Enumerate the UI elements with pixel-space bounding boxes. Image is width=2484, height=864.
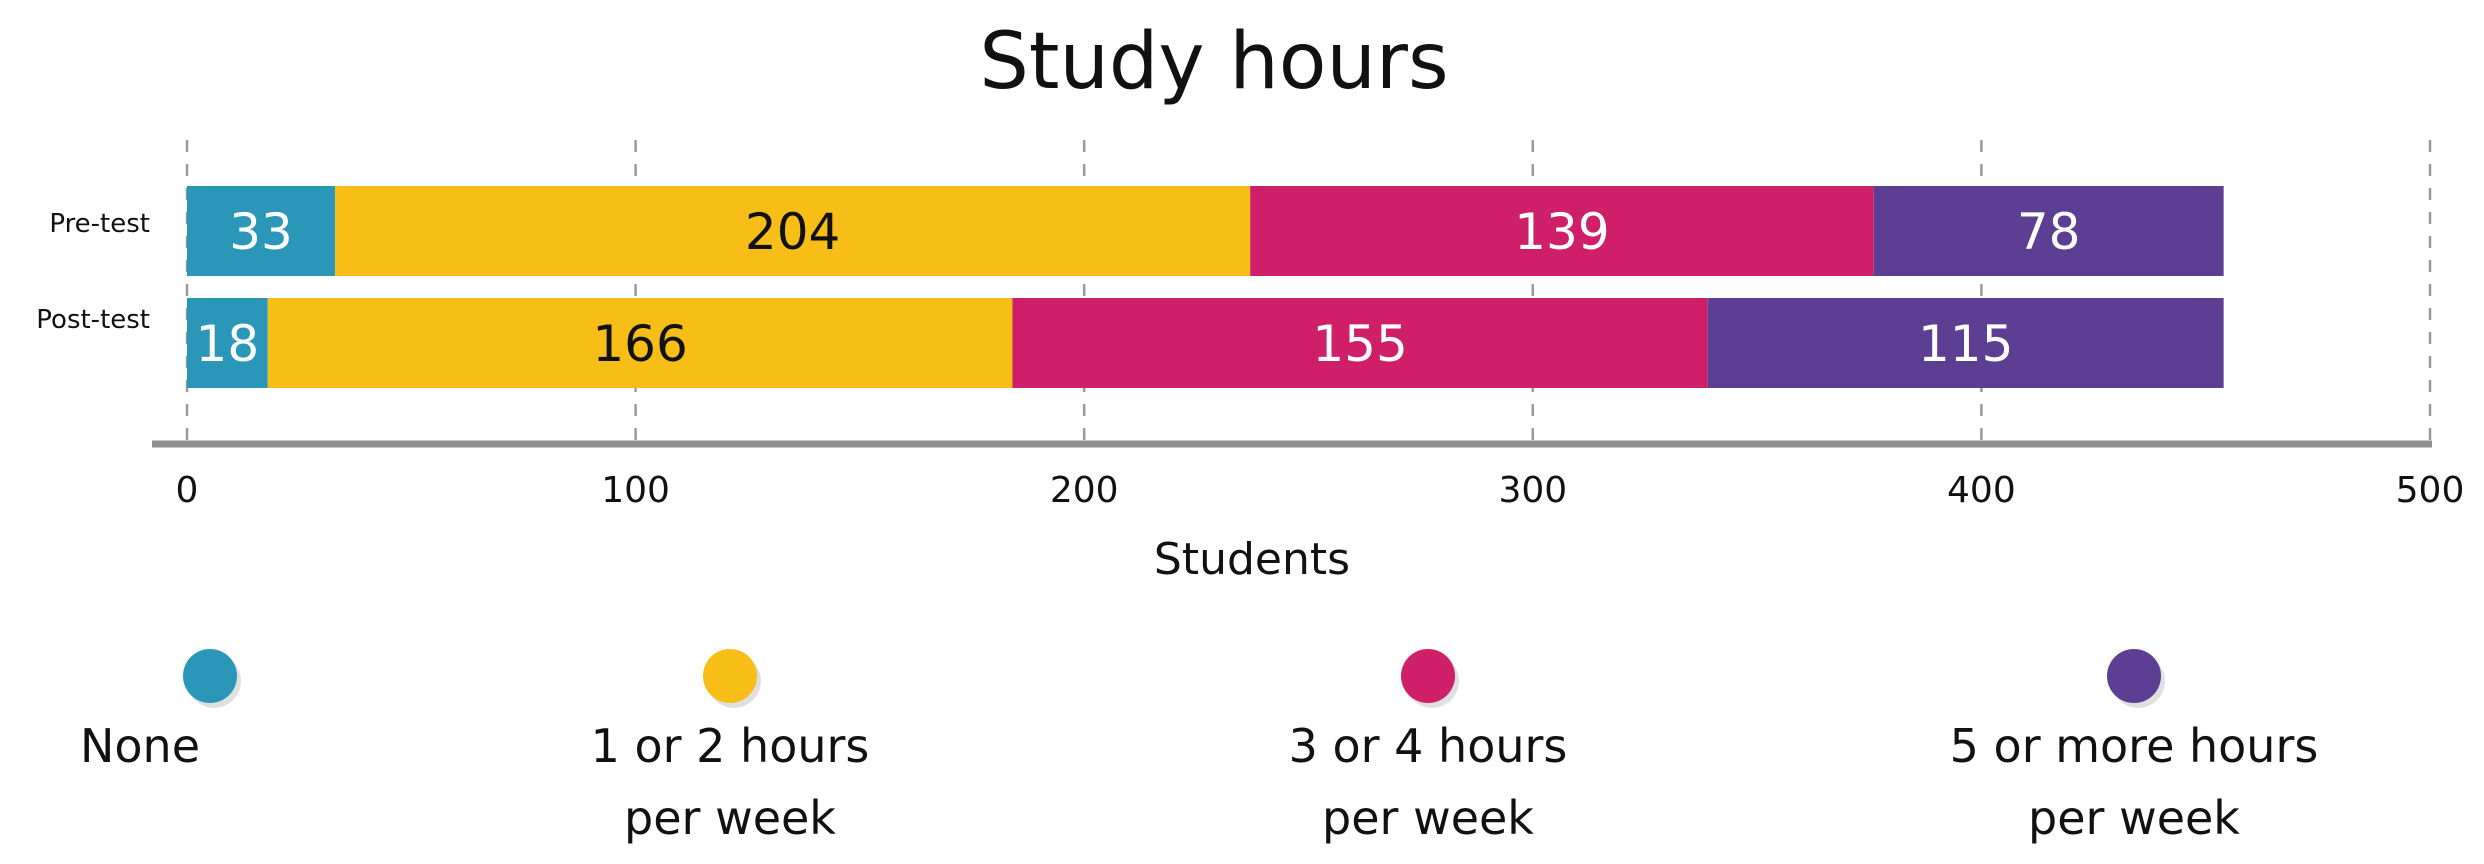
legend-label: 1 or 2 hours [591,719,870,773]
bar-segment [1873,186,2224,276]
bar-value-label: 166 [592,315,687,373]
legend-label: per week [624,791,836,845]
bar-value-label: 78 [2017,203,2081,261]
legend-label: 3 or 4 hours [1289,719,1568,773]
bar-value-label: 204 [745,203,840,261]
legend-label: per week [1322,791,1534,845]
legend-marker [1401,649,1455,703]
x-tick-label: 300 [1498,470,1567,511]
bar-segment [267,298,1013,388]
bar-value-label: 139 [1514,203,1609,261]
bar-segment [187,186,336,276]
x-tick-labels: 0 100 200 300 400 500 [176,470,2465,511]
bar-value-labels: 33 204 139 78 18 166 155 115 [196,203,2081,373]
category-labels: Pre-test Post-test [36,209,150,335]
x-tick-label: 0 [176,470,199,511]
x-tick-label: 500 [2396,470,2465,511]
legend-label: 5 or more hours [1950,719,2319,773]
grid-lines [185,140,2432,442]
bar-value-label: 33 [229,203,293,261]
bars [187,186,2224,388]
bar-segment [187,298,268,388]
legend-label: per week [2028,791,2240,845]
x-tick-label: 200 [1050,470,1119,511]
bar-value-label: 115 [1918,315,2013,373]
legend-marker [183,649,237,703]
legend: None 1 or 2 hours per week 3 or 4 hours per … [80,649,2318,845]
legend-marker [703,649,757,703]
category-label: Post-test [36,305,150,335]
bar-value-label: 18 [196,315,260,373]
category-label: Pre-test [49,209,150,239]
legend-label: None [80,719,200,773]
legend-marker [2107,649,2161,703]
x-tick-label: 100 [601,470,670,511]
bar-value-label: 155 [1312,315,1407,373]
chart-title: Study hours [979,17,1448,107]
x-tick-label: 400 [1947,470,2016,511]
bar-segment [1012,298,1708,388]
bar-segment [1250,186,1874,276]
x-axis-label: Students [1154,534,1350,585]
bar-segment [335,186,1251,276]
bar-segment [1707,298,2224,388]
